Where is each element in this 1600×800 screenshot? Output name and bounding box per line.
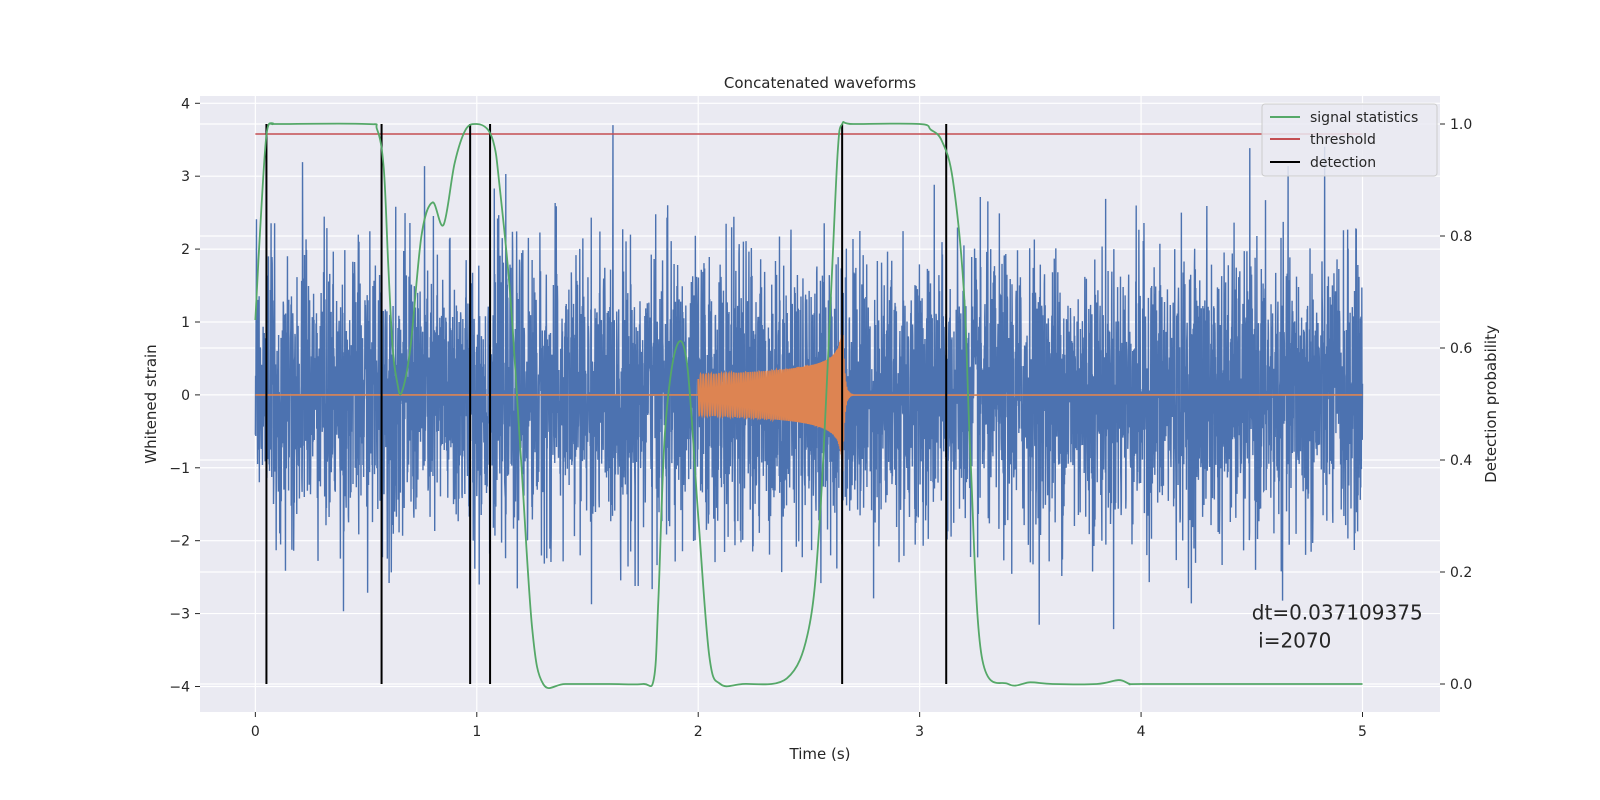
x-tick-label: 5	[1358, 724, 1367, 740]
y2-tick-label: 0.4	[1450, 453, 1472, 469]
legend-signal-label: signal statistics	[1310, 110, 1418, 126]
x-tick-label: 3	[915, 724, 924, 740]
series-whitened-strain	[254, 125, 1364, 630]
y2-tick-label: 0.0	[1450, 677, 1472, 693]
x-tick-label: 4	[1137, 724, 1146, 740]
y-axis-left: −4 −3 −2 −1 0 1 2 3 4	[169, 96, 200, 695]
x-axis-label: Time (s)	[789, 745, 851, 763]
y2-tick-label: 0.2	[1450, 565, 1472, 581]
y-tick-label: 0	[181, 388, 190, 404]
y-tick-label: 2	[181, 242, 190, 258]
annotation-dt: dt=0.037109375	[1252, 601, 1423, 625]
y-axis-right: 0.0 0.2 0.4 0.6 0.8 1.0	[1440, 117, 1472, 693]
y2-tick-label: 1.0	[1450, 117, 1472, 133]
chart-title: Concatenated waveforms	[724, 74, 916, 92]
y-tick-label: −4	[169, 679, 190, 695]
series-signal-statistics	[254, 121, 1363, 689]
annotation-index: i=2070	[1252, 629, 1332, 653]
series-template	[255, 299, 1363, 472]
y-tick-label: 3	[181, 169, 190, 185]
y-tick-label: 4	[181, 96, 190, 112]
legend-box	[1261, 103, 1438, 177]
x-axis: 0 1 2 3 4 5	[251, 712, 1367, 740]
legend: signal statistics threshold detection	[1261, 103, 1438, 177]
y-tick-label: 1	[181, 315, 190, 331]
y-tick-label: −1	[169, 461, 190, 477]
y-tick-label: −3	[169, 607, 190, 623]
y2-tick-label: 0.8	[1450, 229, 1472, 245]
legend-threshold-label: threshold	[1310, 132, 1376, 148]
y-axis-label: Whitened strain	[142, 344, 160, 463]
series-detection	[265, 124, 948, 684]
y-tick-label: −2	[169, 534, 190, 550]
plot-area	[254, 121, 1364, 689]
y2-axis-label: Detection probability	[1482, 325, 1500, 483]
x-tick-label: 2	[694, 724, 703, 740]
y2-tick-label: 0.6	[1450, 341, 1472, 357]
x-tick-label: 1	[472, 724, 481, 740]
legend-detection-label: detection	[1310, 155, 1376, 171]
x-tick-label: 0	[251, 724, 260, 740]
